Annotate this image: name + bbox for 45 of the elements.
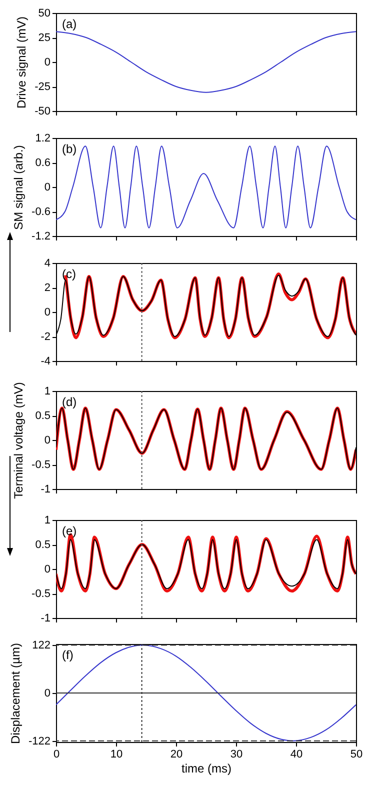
y-tick-label: -50 (34, 106, 50, 118)
y-tick-label: -4 (40, 356, 50, 368)
y-tick-label: -1.2 (32, 230, 50, 242)
annotation: (e) (62, 524, 77, 538)
y-tick-label: 122 (32, 640, 50, 652)
y-tick-label: -25 (34, 81, 50, 93)
y-tick-label: 0.6 (35, 157, 50, 169)
y-tick-label: -0.5 (32, 459, 50, 471)
y-tick-label: 0 (44, 182, 50, 194)
annotation: (c) (62, 267, 76, 281)
y-tick-label: -1 (40, 484, 50, 496)
y-tick-label: -2 (40, 331, 50, 343)
y-tick-label: 1 (44, 514, 50, 526)
y-axis-title: Displacement (µm) (8, 643, 22, 744)
y-tick-label: 0.5 (35, 410, 50, 422)
y-tick-label: 50 (38, 8, 50, 20)
y-tick-label: -1 (40, 612, 50, 624)
y-tick-label: 25 (38, 32, 50, 44)
y-tick-label: 0 (44, 688, 50, 700)
y-tick-label: -0.6 (32, 206, 50, 218)
annotation: (d) (62, 395, 77, 409)
x-tick-label: 30 (230, 748, 243, 760)
y-tick-label: 1.2 (35, 132, 50, 144)
y-tick-label: 1 (44, 386, 50, 398)
y-tick-label: 2 (44, 282, 50, 294)
annotation: (f) (62, 648, 74, 662)
y-axis-title: SM signal (arb.) (12, 145, 26, 230)
annotation: (b) (62, 142, 77, 156)
y-axis-title: Terminal voltage (mV) (12, 382, 26, 499)
y-tick-label: 0 (44, 306, 50, 318)
x-tick-label: 50 (350, 748, 363, 760)
x-axis-title: time (ms) (182, 762, 232, 776)
y-tick-label: 0 (44, 434, 50, 446)
x-tick-label: 20 (170, 748, 183, 760)
y-axis-title: Drive signal (mV) (14, 16, 29, 109)
annotation: (a) (62, 17, 77, 31)
y-tick-label: 0.5 (35, 539, 50, 551)
x-tick-label: 10 (110, 748, 123, 760)
x-tick-label: 0 (53, 748, 60, 760)
x-tick-label: 40 (290, 748, 303, 760)
y-tick-label: -122 (28, 735, 50, 748)
y-tick-label: -0.5 (32, 588, 50, 600)
y-tick-label: 0 (44, 564, 50, 576)
y-tick-label: 0 (44, 56, 50, 68)
y-tick-label: 4 (44, 258, 50, 270)
